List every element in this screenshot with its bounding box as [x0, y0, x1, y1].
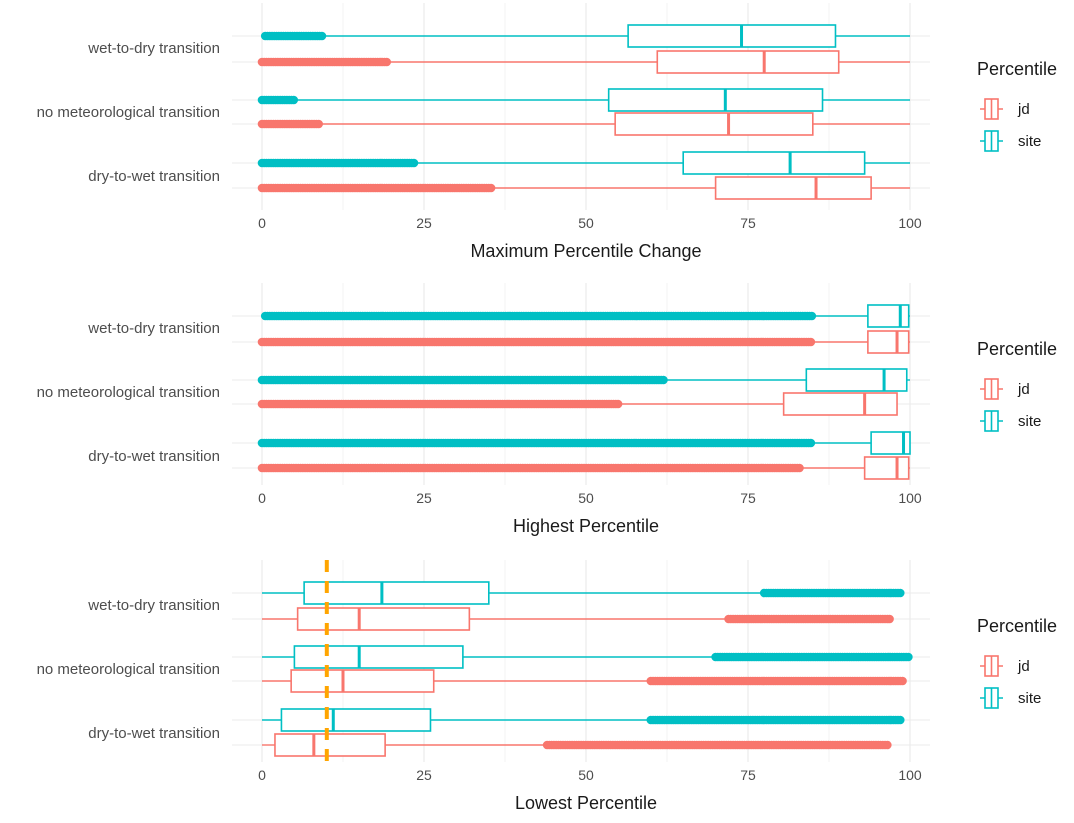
legend: Percentile jd site: [977, 616, 1057, 709]
outlier-point: [409, 158, 419, 168]
boxplot-jd: [257, 392, 898, 416]
category-label: no meteorological transition: [37, 384, 220, 401]
chart-panel-2: wet-to-dry transition no meteorological t…: [37, 283, 1057, 536]
boxplot-jd: [257, 456, 910, 480]
category-label: wet-to-dry transition: [87, 597, 220, 614]
box: [274, 733, 386, 757]
outlier-point: [317, 31, 327, 41]
category-label: dry-to-wet transition: [88, 168, 220, 185]
boxplot-site: [262, 708, 905, 732]
box: [867, 330, 910, 354]
outlier-point: [382, 57, 392, 67]
legend-label-jd: jd: [1017, 658, 1030, 675]
boxplot-site: [260, 24, 910, 48]
legend-title: Percentile: [977, 59, 1057, 79]
x-tick-label: 0: [258, 215, 266, 231]
legend-label-site: site: [1018, 413, 1041, 430]
boxplot-jd: [262, 607, 894, 631]
boxplot-site: [262, 645, 913, 669]
chart-panel-3: wet-to-dry transition no meteorological t…: [37, 560, 1057, 813]
x-tick-label: 50: [578, 215, 594, 231]
boxplot-site: [262, 581, 905, 605]
box: [627, 24, 837, 48]
x-axis-title: Highest Percentile: [513, 516, 659, 536]
outlier-point: [314, 119, 324, 129]
category-label: no meteorological transition: [37, 661, 220, 678]
legend: Percentile jd site: [977, 339, 1057, 432]
boxplot-site: [257, 368, 910, 392]
outlier-point: [895, 715, 905, 725]
x-tick-label: 25: [416, 767, 432, 783]
box: [296, 607, 471, 631]
category-label: wet-to-dry transition: [87, 320, 220, 337]
boxplot-jd: [262, 669, 907, 693]
outlier-point: [883, 740, 892, 750]
x-tick-label: 100: [898, 490, 922, 506]
x-tick-label: 75: [740, 767, 756, 783]
outlier-point: [486, 183, 496, 193]
outlier-point: [613, 399, 623, 409]
box: [290, 669, 435, 693]
boxplot-jd: [257, 112, 910, 136]
outlier-point: [806, 438, 816, 448]
boxplot-jd: [262, 733, 892, 757]
outlier-point: [898, 676, 907, 686]
boxplot-jd: [257, 50, 910, 74]
box: [863, 456, 910, 480]
boxplot-site: [260, 304, 910, 328]
legend: Percentile jd site: [977, 59, 1057, 152]
outlier-point: [895, 588, 905, 598]
box: [805, 368, 908, 392]
category-label: dry-to-wet transition: [88, 448, 220, 465]
box: [280, 708, 432, 732]
x-axis-title: Maximum Percentile Change: [470, 241, 701, 261]
chart-panel-1: wet-to-dry transition no meteorological t…: [37, 3, 1057, 261]
legend-label-jd: jd: [1017, 101, 1030, 118]
x-tick-label: 100: [898, 767, 922, 783]
category-label: dry-to-wet transition: [88, 725, 220, 742]
box: [682, 151, 866, 175]
box: [867, 304, 910, 328]
outlier-point: [807, 311, 817, 321]
x-tick-label: 75: [740, 215, 756, 231]
box: [656, 50, 840, 74]
legend-title: Percentile: [977, 339, 1057, 359]
x-axis-title: Lowest Percentile: [515, 793, 657, 813]
boxplot-site: [257, 431, 911, 455]
box: [293, 645, 464, 669]
x-tick-label: 0: [258, 490, 266, 506]
boxplot-jd: [257, 176, 910, 200]
legend-label-site: site: [1018, 690, 1041, 707]
category-label: wet-to-dry transition: [87, 40, 220, 57]
box: [607, 88, 824, 112]
x-tick-label: 25: [416, 490, 432, 506]
legend-title: Percentile: [977, 616, 1057, 636]
boxplot-jd: [257, 330, 910, 354]
category-label: no meteorological transition: [37, 104, 220, 121]
outlier-point: [289, 95, 299, 105]
outlier-point: [904, 652, 913, 662]
x-tick-label: 0: [258, 767, 266, 783]
outlier-point: [885, 614, 894, 624]
outlier-point: [659, 375, 668, 385]
boxplot-site: [257, 151, 910, 175]
box: [614, 112, 814, 136]
x-tick-label: 25: [416, 215, 432, 231]
box: [303, 581, 490, 605]
box: [714, 176, 872, 200]
x-tick-label: 100: [898, 215, 922, 231]
legend-label-jd: jd: [1017, 381, 1030, 398]
box: [782, 392, 898, 416]
x-tick-label: 50: [578, 767, 594, 783]
legend-label-site: site: [1018, 133, 1041, 150]
x-tick-label: 50: [578, 490, 594, 506]
outlier-point: [795, 463, 804, 473]
outlier-point: [806, 337, 816, 347]
x-tick-label: 75: [740, 490, 756, 506]
box: [870, 431, 911, 455]
boxplot-site: [257, 88, 910, 112]
